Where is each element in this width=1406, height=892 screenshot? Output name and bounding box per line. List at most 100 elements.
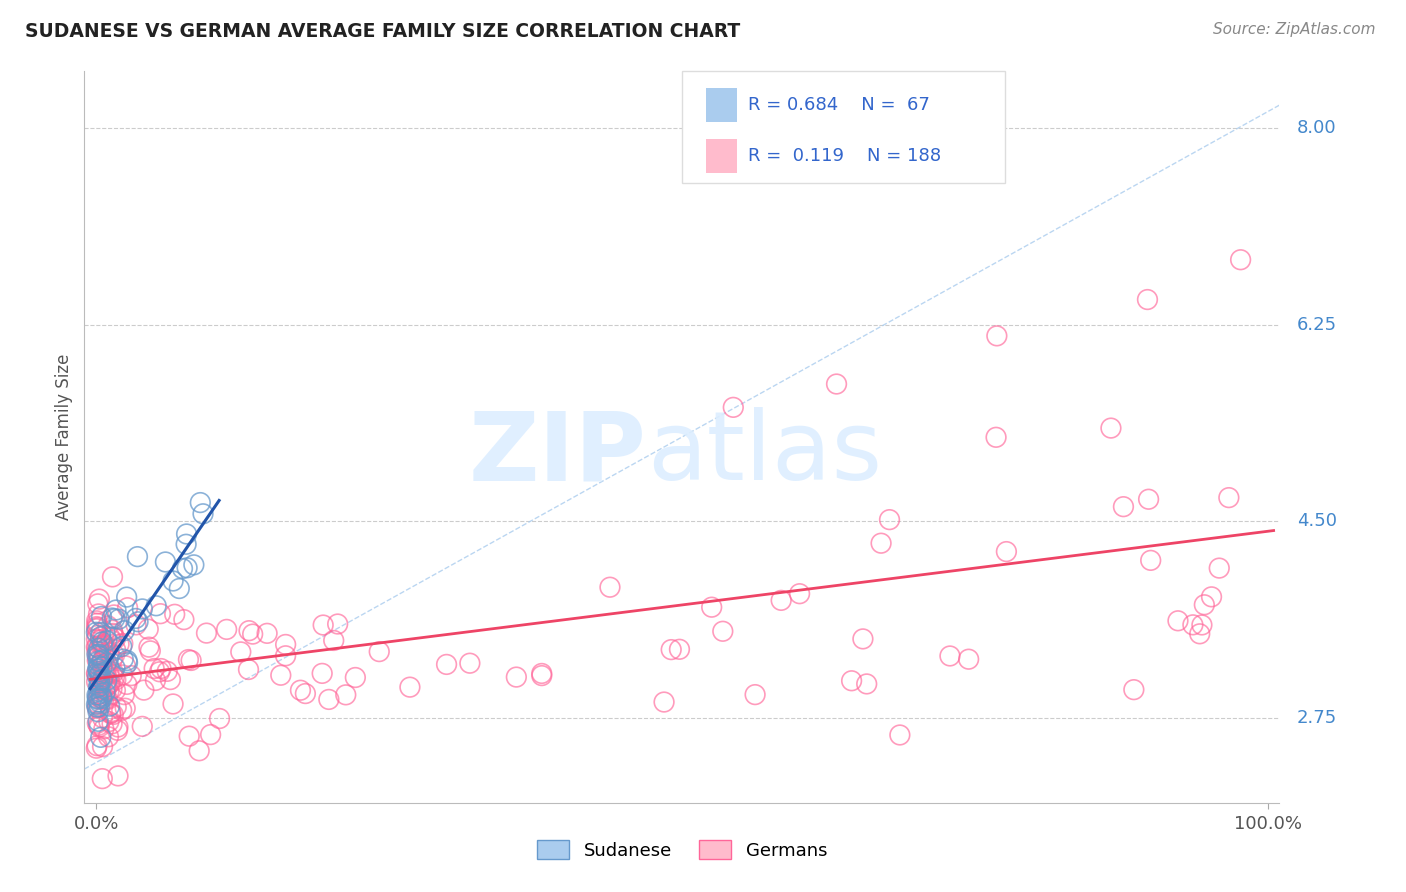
Point xyxy=(98,646,121,660)
Point xyxy=(1218,491,1240,505)
Point xyxy=(200,728,222,742)
Point xyxy=(242,627,264,641)
Point xyxy=(91,772,114,786)
Point xyxy=(89,592,111,607)
Point xyxy=(101,716,124,731)
Point xyxy=(195,626,218,640)
Point xyxy=(163,607,186,622)
Point xyxy=(270,668,292,682)
Point xyxy=(94,642,117,657)
Point xyxy=(89,671,111,685)
Text: 2.75: 2.75 xyxy=(1298,709,1337,727)
Point xyxy=(995,544,1018,558)
Point xyxy=(1191,618,1213,632)
Point xyxy=(98,699,121,714)
Point xyxy=(103,648,125,663)
Point xyxy=(97,619,120,633)
Point xyxy=(91,691,114,706)
Point xyxy=(1167,614,1189,628)
Text: R =  0.119    N = 188: R = 0.119 N = 188 xyxy=(748,147,941,165)
Point xyxy=(89,678,111,692)
Point xyxy=(700,600,723,615)
Point xyxy=(86,700,108,714)
Point xyxy=(86,640,108,654)
Point xyxy=(93,652,115,666)
Point xyxy=(879,513,901,527)
Point xyxy=(86,701,108,715)
Point xyxy=(87,663,110,677)
Point xyxy=(131,602,153,616)
Point xyxy=(97,684,120,698)
Point xyxy=(93,638,115,652)
Point xyxy=(770,593,793,607)
Point xyxy=(1122,682,1144,697)
Point xyxy=(148,665,170,679)
Point xyxy=(311,666,333,681)
Point xyxy=(117,600,139,615)
Point xyxy=(215,623,238,637)
Point xyxy=(87,714,110,729)
Point xyxy=(173,613,195,627)
Point xyxy=(86,650,108,665)
Point xyxy=(103,607,125,622)
Point xyxy=(86,716,108,731)
Point xyxy=(98,676,121,690)
Point xyxy=(112,652,135,666)
Point xyxy=(274,648,297,663)
Point xyxy=(1229,252,1251,267)
Point xyxy=(94,650,117,665)
Point xyxy=(652,695,675,709)
Point xyxy=(103,671,125,685)
Point xyxy=(132,683,155,698)
Point xyxy=(91,640,114,654)
Point xyxy=(1181,617,1204,632)
Point xyxy=(101,570,124,584)
Point xyxy=(120,668,142,682)
Point xyxy=(127,615,149,629)
Point xyxy=(86,645,108,659)
Point xyxy=(238,624,260,638)
Point xyxy=(86,741,108,756)
Point xyxy=(368,645,391,659)
Point xyxy=(96,680,118,694)
Point xyxy=(87,645,110,659)
Point xyxy=(789,587,811,601)
Point xyxy=(86,621,108,635)
Point xyxy=(93,722,115,736)
Point xyxy=(86,666,108,681)
Point xyxy=(841,673,863,688)
Point xyxy=(138,640,160,654)
Point xyxy=(104,643,127,657)
Point xyxy=(100,706,122,721)
Point xyxy=(90,673,112,688)
Point xyxy=(326,617,349,632)
Point xyxy=(115,590,138,604)
Point xyxy=(711,624,734,639)
Point xyxy=(104,673,127,687)
Point xyxy=(114,701,136,715)
Text: 8.00: 8.00 xyxy=(1298,119,1337,136)
Point xyxy=(125,618,148,632)
Point xyxy=(90,691,112,706)
Point xyxy=(145,599,167,613)
Point xyxy=(723,401,745,415)
Point xyxy=(93,664,115,678)
Point xyxy=(108,637,131,651)
Point xyxy=(188,744,211,758)
Point xyxy=(94,685,117,699)
Point xyxy=(238,663,260,677)
Point xyxy=(91,660,114,674)
Point xyxy=(89,687,111,701)
Point xyxy=(86,622,108,636)
Point xyxy=(96,668,118,682)
Point xyxy=(93,666,115,681)
Point xyxy=(111,636,134,650)
Point xyxy=(89,673,111,688)
Point xyxy=(86,628,108,642)
Point xyxy=(344,671,367,685)
Point xyxy=(659,642,682,657)
Point xyxy=(89,667,111,681)
Point xyxy=(505,670,527,684)
Point xyxy=(103,707,125,722)
Point xyxy=(107,769,129,783)
